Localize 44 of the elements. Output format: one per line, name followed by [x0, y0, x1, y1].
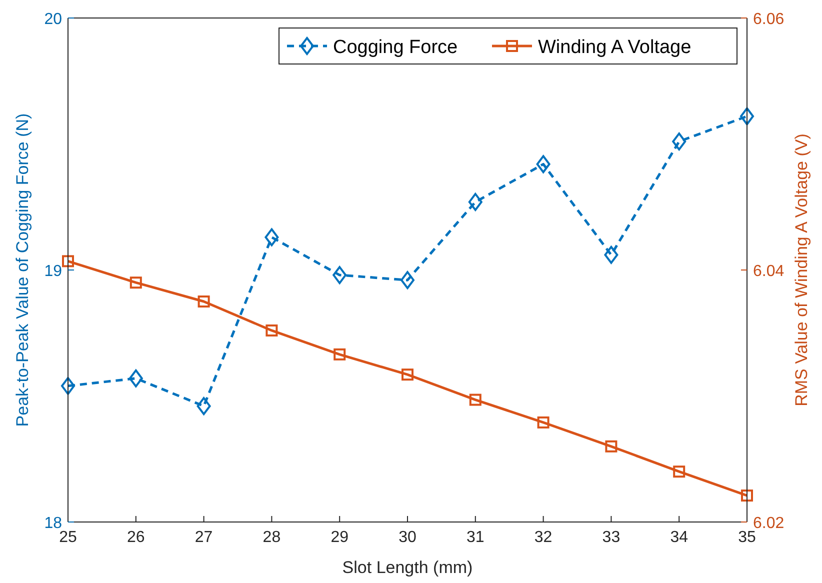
point: [740, 107, 754, 126]
point: [469, 394, 482, 406]
point: [332, 266, 347, 284]
point: [605, 440, 618, 452]
point: [536, 155, 550, 174]
point: [741, 490, 753, 502]
point: [198, 296, 210, 308]
y2-tick-label: 6.06: [753, 11, 784, 28]
x-tick-label: 29: [330, 529, 349, 546]
x-tick-label: 32: [534, 529, 552, 546]
x-tick-label: 26: [127, 529, 145, 546]
x-tick-label: 25: [59, 529, 77, 546]
legend-label: Cogging Force: [333, 37, 458, 58]
point: [402, 368, 414, 381]
y-tick-label: 18: [44, 515, 62, 532]
x-tick-label: 27: [194, 529, 213, 546]
point: [62, 255, 74, 268]
y2-tick-label: 6.02: [753, 515, 784, 532]
x-axis-title: Slot Length (mm): [342, 558, 473, 577]
point: [537, 416, 550, 428]
x-tick-label: 33: [602, 529, 620, 546]
x-tick-label: 34: [670, 529, 688, 546]
x-tick-label: 28: [262, 529, 281, 546]
y-tick-label: 20: [44, 11, 62, 28]
y-tick-label: 19: [44, 263, 62, 280]
y-axis-title: Peak-to-Peak Value of Cogging Force (N): [13, 113, 32, 427]
x-tick-label: 35: [738, 529, 756, 546]
point: [266, 324, 278, 336]
point: [400, 271, 414, 290]
point: [673, 466, 686, 478]
point: [196, 397, 211, 416]
y2-tick-label: 6.04: [753, 263, 784, 280]
point: [334, 348, 346, 360]
point: [61, 376, 75, 395]
point: [128, 369, 143, 388]
legend-label: Winding A Voltage: [538, 37, 692, 58]
x-tick-label: 31: [466, 529, 484, 546]
point: [130, 276, 142, 289]
x-tick-label: 30: [398, 529, 416, 546]
point: [264, 228, 279, 246]
point: [468, 192, 482, 211]
point: [604, 246, 618, 264]
y2-axis-title: RMS Value of Winding A Voltage (V): [792, 134, 811, 406]
point: [672, 132, 686, 150]
